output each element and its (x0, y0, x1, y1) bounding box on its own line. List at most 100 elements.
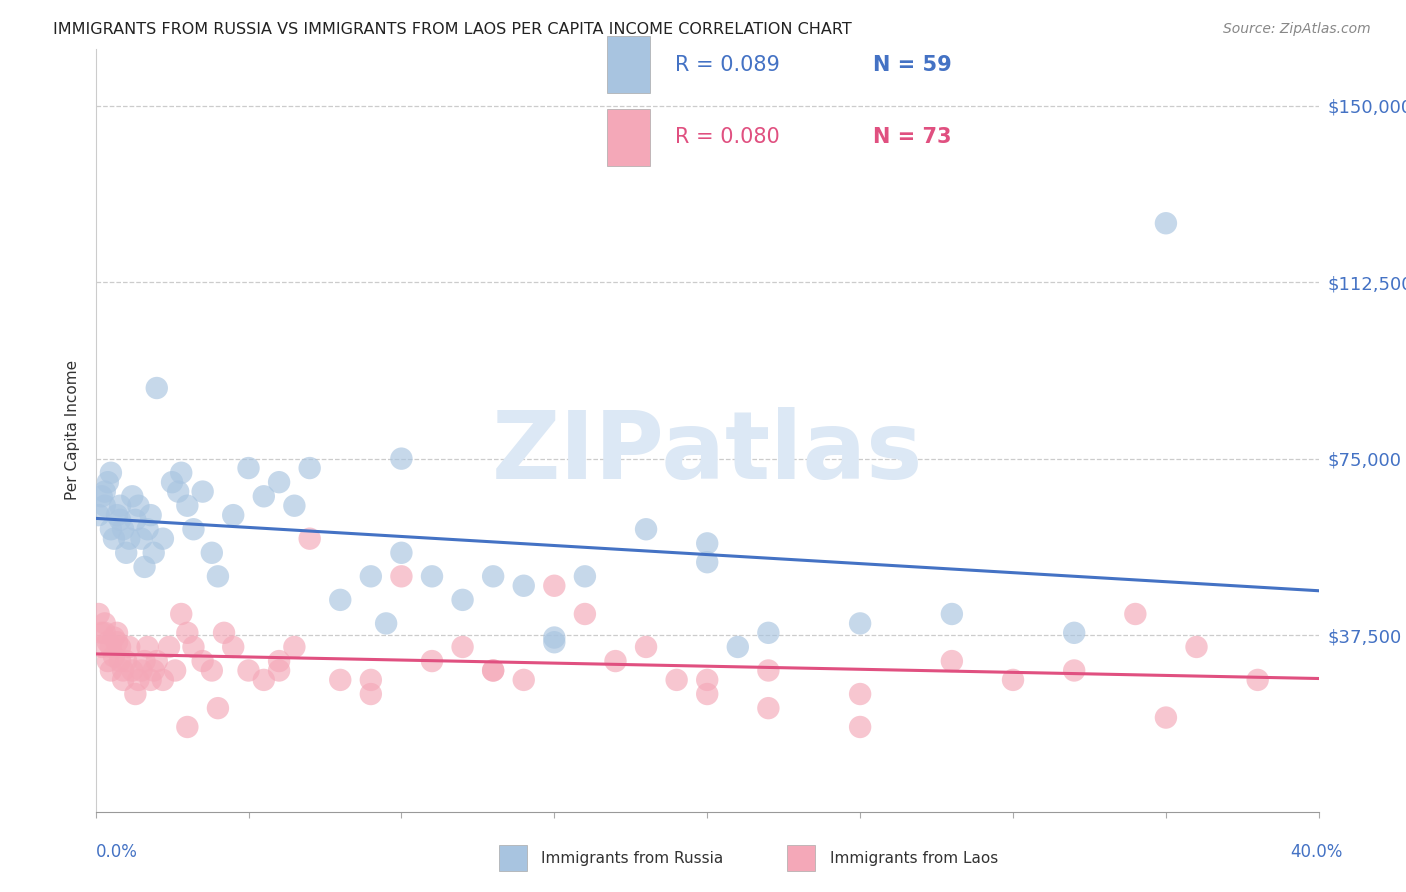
Point (267, 654, 291, 668)
Point (758, 701, 780, 715)
Point (482, 664, 505, 678)
Text: IMMIGRANTS FROM RUSSIA VS IMMIGRANTS FROM LAOS PER CAPITA INCOME CORRELATION CHA: IMMIGRANTS FROM RUSSIA VS IMMIGRANTS FRO… (53, 22, 852, 37)
Point (1125, 607, 1147, 621)
Point (146, 381, 169, 395)
Point (108, 513, 131, 527)
Point (849, 616, 872, 631)
Point (152, 532, 174, 546)
Point (696, 687, 718, 701)
Point (513, 579, 536, 593)
Point (665, 673, 688, 687)
Point (127, 499, 149, 513)
Point (451, 592, 474, 607)
Point (727, 640, 749, 654)
Point (267, 664, 291, 678)
Point (941, 607, 963, 621)
Point (183, 522, 205, 536)
Point (696, 555, 718, 569)
Point (758, 664, 780, 678)
Point (103, 649, 125, 664)
Point (90, 489, 112, 503)
Point (238, 664, 260, 678)
Point (97, 635, 120, 649)
Point (115, 546, 138, 560)
Point (87, 508, 110, 523)
Point (118, 532, 141, 546)
Point (636, 522, 658, 536)
Text: R = 0.089: R = 0.089 (675, 54, 780, 75)
Point (131, 532, 153, 546)
Point (636, 640, 658, 654)
Text: Immigrants from Laos: Immigrants from Laos (830, 851, 998, 865)
Point (90, 625, 112, 640)
Point (696, 536, 718, 550)
Point (134, 560, 156, 574)
Point (238, 461, 260, 475)
Point (201, 546, 224, 560)
Point (152, 673, 174, 687)
Point (482, 664, 505, 678)
Point (121, 489, 143, 503)
Point (941, 654, 963, 668)
Point (112, 673, 135, 687)
Point (207, 701, 229, 715)
Point (543, 631, 565, 645)
Point (212, 625, 235, 640)
Point (136, 522, 159, 536)
Point (176, 720, 198, 734)
Point (115, 654, 138, 668)
Point (170, 466, 193, 480)
Point (105, 635, 128, 649)
Point (139, 673, 162, 687)
Point (543, 635, 565, 649)
Point (142, 546, 165, 560)
Point (108, 640, 131, 654)
Point (103, 631, 125, 645)
Point (574, 569, 596, 583)
Point (176, 499, 198, 513)
Point (100, 640, 122, 654)
Point (482, 569, 505, 583)
Point (94, 616, 117, 631)
Text: Immigrants from Russia: Immigrants from Russia (541, 851, 724, 865)
Point (758, 625, 780, 640)
Point (222, 640, 245, 654)
Point (201, 664, 224, 678)
Text: R = 0.080: R = 0.080 (675, 128, 780, 147)
Point (160, 475, 183, 490)
Point (1154, 216, 1177, 230)
Point (124, 687, 146, 701)
Point (191, 484, 214, 499)
Point (696, 673, 718, 687)
Point (283, 499, 305, 513)
Point (105, 625, 128, 640)
Point (112, 522, 135, 536)
Point (329, 673, 352, 687)
Point (360, 673, 382, 687)
Point (97, 475, 120, 490)
Point (108, 499, 131, 513)
Point (391, 546, 413, 560)
Point (94, 499, 117, 513)
Point (165, 664, 187, 678)
Point (118, 640, 141, 654)
Point (112, 664, 135, 678)
Point (146, 654, 169, 668)
Point (391, 569, 413, 583)
FancyBboxPatch shape (607, 36, 650, 94)
Point (131, 664, 153, 678)
Point (298, 532, 321, 546)
Point (543, 579, 565, 593)
Text: 0.0%: 0.0% (96, 843, 138, 861)
Point (1185, 640, 1208, 654)
Point (222, 508, 245, 523)
Point (253, 489, 276, 503)
Text: N = 59: N = 59 (873, 54, 952, 75)
Point (176, 625, 198, 640)
Point (139, 508, 162, 523)
Point (849, 720, 872, 734)
Point (170, 607, 193, 621)
Text: ZIPatlas: ZIPatlas (492, 408, 922, 500)
Point (420, 654, 443, 668)
Point (121, 664, 143, 678)
